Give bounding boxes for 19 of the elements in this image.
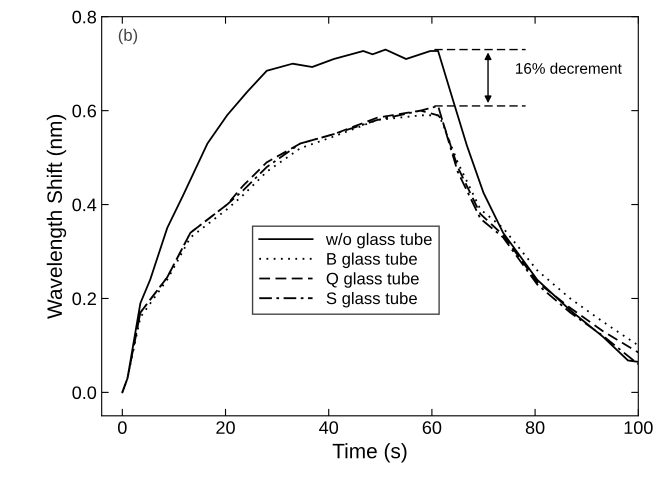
x-tick-label: 40 <box>319 421 338 434</box>
legend-label: S glass tube <box>326 292 417 308</box>
y-tick-label: 0.0 <box>72 386 96 400</box>
x-tick-label: 0 <box>118 421 127 434</box>
annotation: 16% decrement <box>516 62 622 74</box>
annotation: (b) <box>118 28 138 44</box>
x-tick-label: 80 <box>526 421 544 434</box>
x-tick-label: 100 <box>624 421 653 434</box>
legend-label: Q glass tube <box>326 272 419 288</box>
y-tick-label: 0.2 <box>72 292 96 306</box>
y-tick-label: 0.8 <box>72 10 96 24</box>
legend-label: w/o glass tube <box>326 232 432 248</box>
x-tick-label: 60 <box>422 421 442 434</box>
x-tick-label: 20 <box>216 421 235 434</box>
y-tick-label: 0.6 <box>72 104 96 118</box>
y-axis-title: Wavelength Shift (nm) <box>46 114 66 319</box>
legend-label: B glass tube <box>327 252 417 268</box>
x-axis-title: Time (s) <box>332 443 406 463</box>
y-tick-label: 0.4 <box>72 198 96 212</box>
